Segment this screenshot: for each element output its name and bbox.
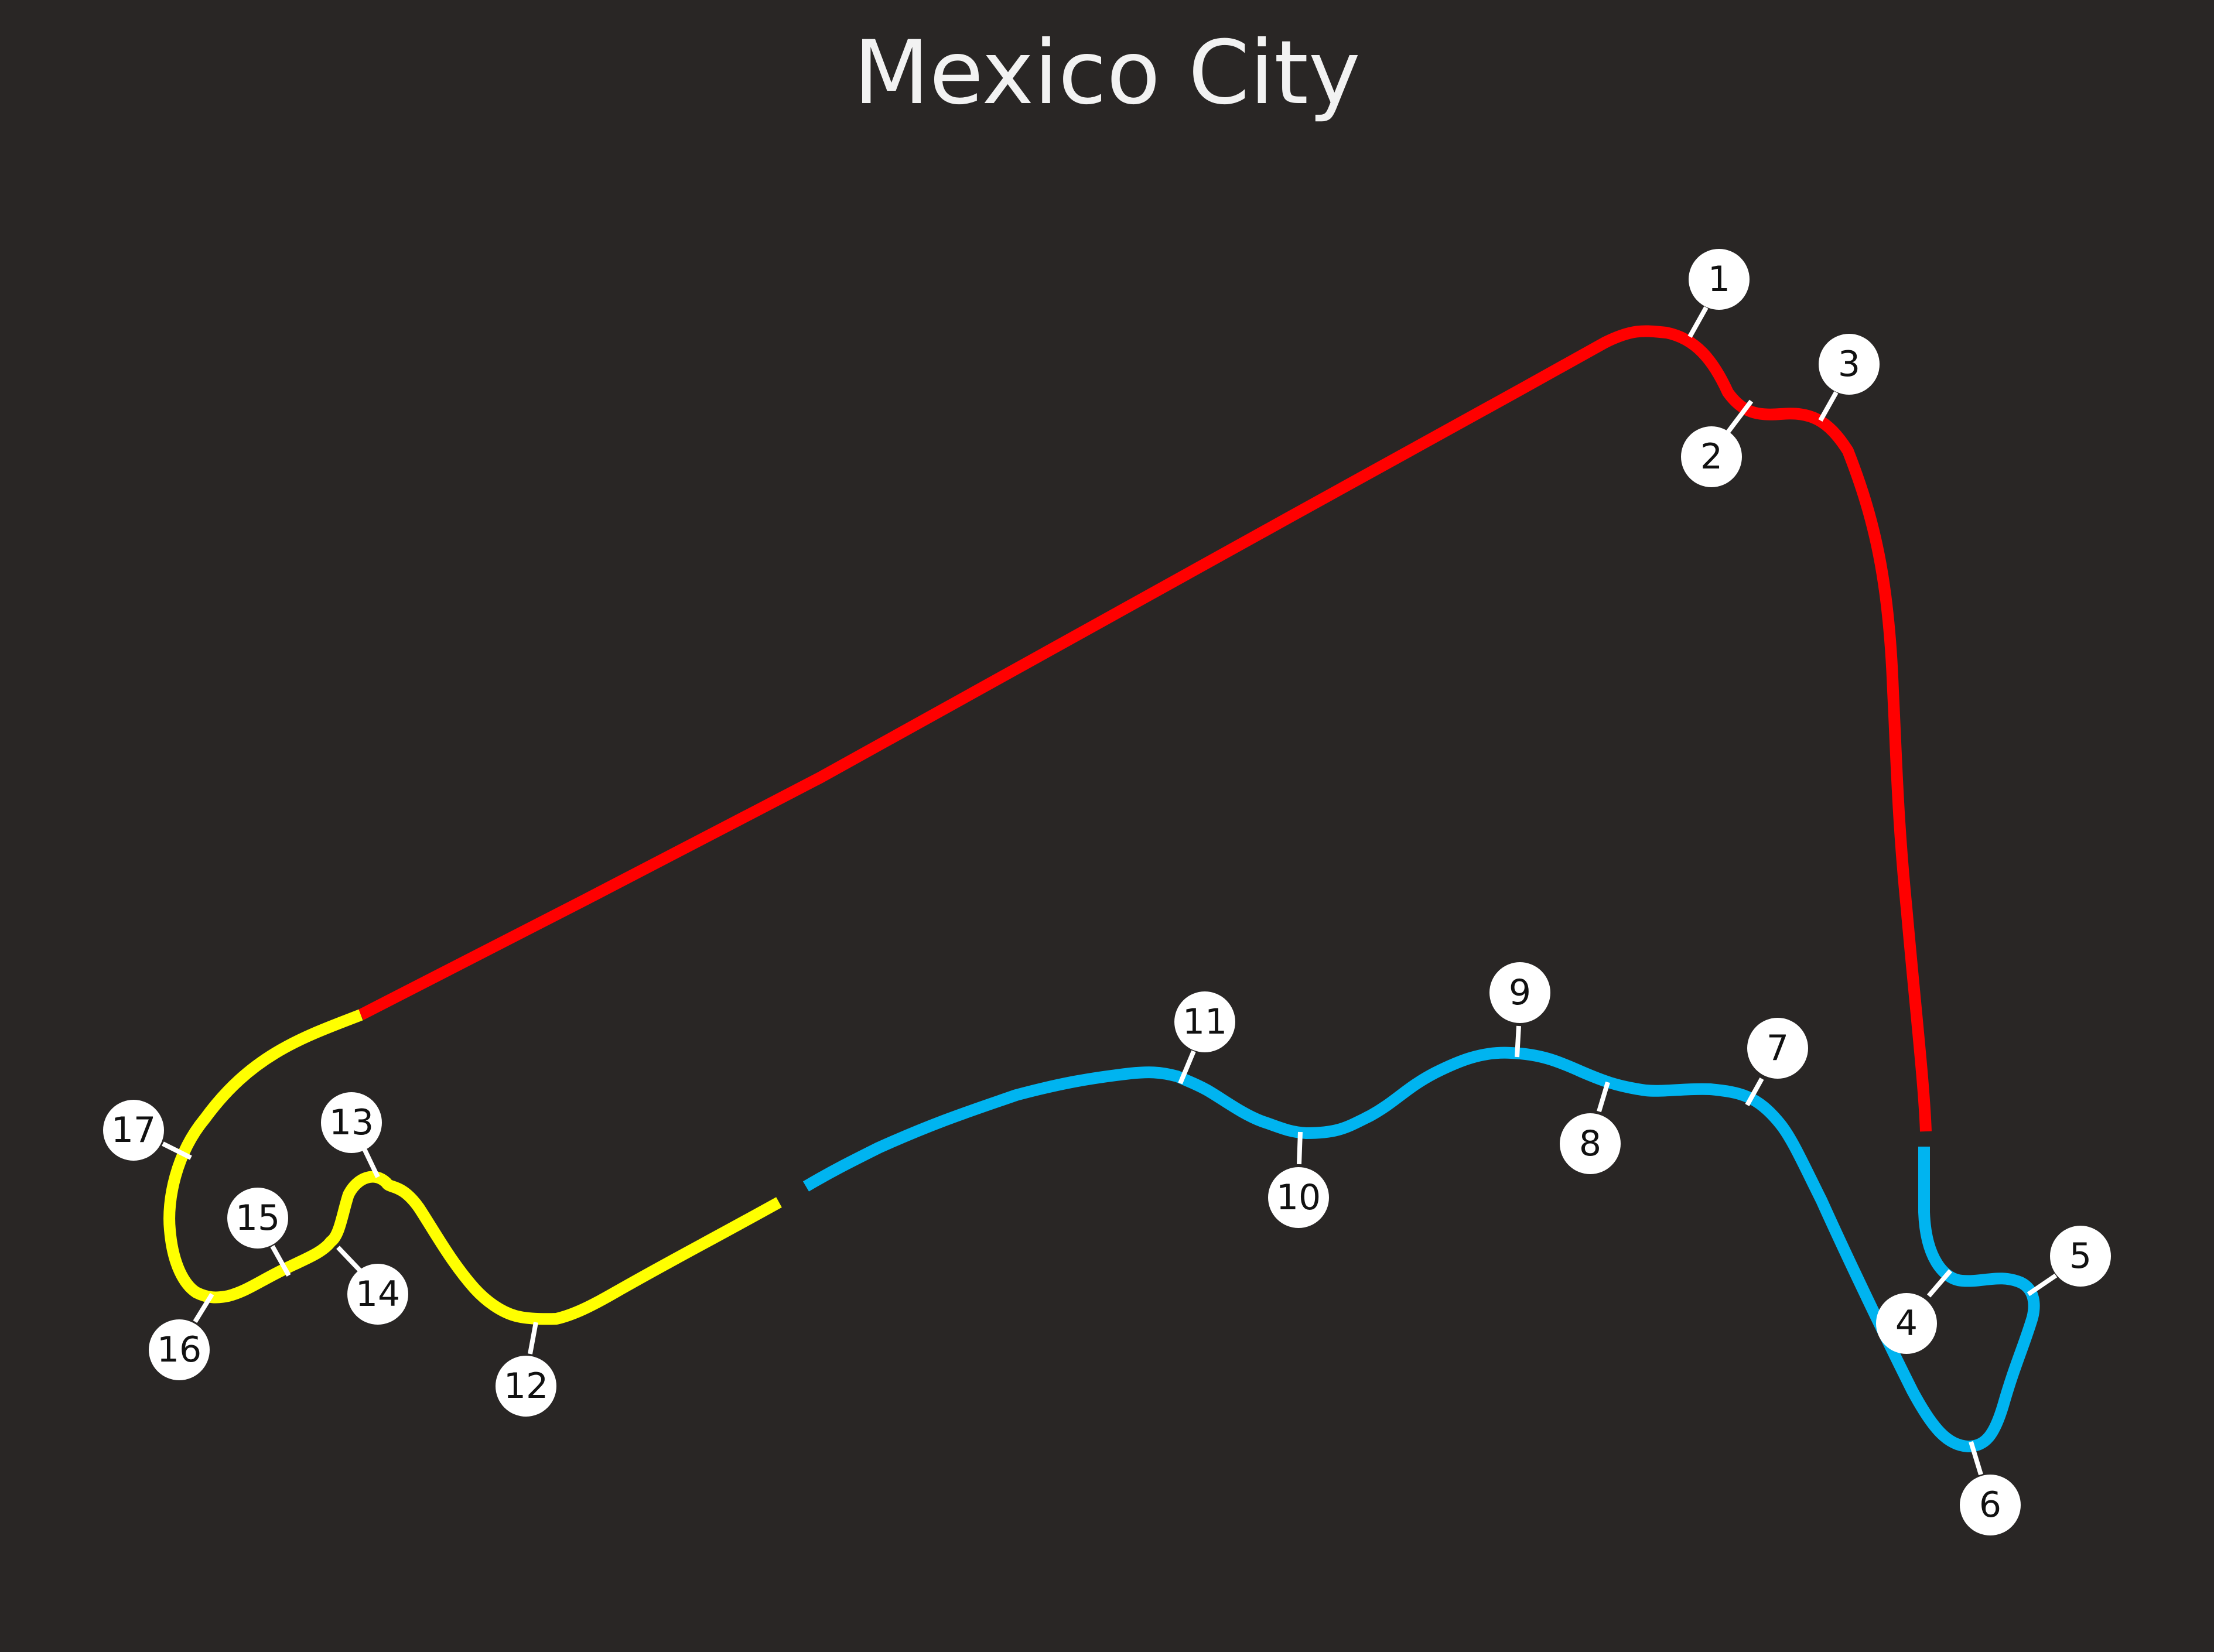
- corner-16-marker: 16: [149, 1319, 210, 1380]
- corner-17-leader: [162, 1141, 192, 1160]
- corner-4-label: 4: [1895, 1303, 1918, 1344]
- corner-5-leader: [2027, 1273, 2058, 1297]
- corner-14-label: 14: [356, 1274, 400, 1315]
- corner-4-marker: 4: [1876, 1293, 1937, 1354]
- corner-15-marker: 15: [227, 1188, 288, 1249]
- corner-10-label: 10: [1276, 1177, 1321, 1218]
- corner-13-label: 13: [329, 1102, 374, 1143]
- corner-7-leader: [1745, 1078, 1764, 1106]
- corner-7-marker: 7: [1747, 1018, 1808, 1079]
- corner-12-leader: [528, 1322, 538, 1355]
- track-sector-3: [163, 1009, 782, 1325]
- track-sector-2: [802, 1046, 2040, 1452]
- corner-8-leader: [1597, 1081, 1610, 1113]
- corner-8-label: 8: [1579, 1123, 1601, 1164]
- corner-12-label: 12: [504, 1366, 548, 1407]
- corner-3-label: 3: [1838, 344, 1860, 385]
- corner-13-marker: 13: [321, 1092, 382, 1153]
- corner-1-leader: [1687, 306, 1709, 338]
- corner-9-marker: 9: [1489, 962, 1550, 1023]
- corner-2-label: 2: [1700, 436, 1723, 477]
- corner-14-marker: 14: [347, 1264, 408, 1325]
- corner-9-label: 9: [1509, 972, 1531, 1013]
- corner-8-marker: 8: [1560, 1113, 1621, 1174]
- corner-11-label: 11: [1183, 1001, 1227, 1042]
- corner-12-marker: 12: [496, 1356, 556, 1417]
- corner-15-leader: [270, 1245, 291, 1277]
- map-title: Mexico City: [853, 22, 1361, 124]
- corner-7-label: 7: [1767, 1028, 1789, 1069]
- corner-2-marker: 2: [1681, 426, 1742, 487]
- corner-3-leader: [1818, 391, 1839, 422]
- corner-9-leader: [1515, 1025, 1521, 1058]
- corner-15-label: 15: [235, 1198, 280, 1239]
- corner-11-leader: [1178, 1050, 1196, 1085]
- corner-10-leader: [1297, 1131, 1303, 1165]
- corner-4-leader: [1926, 1269, 1953, 1298]
- corner-6-marker: 6: [1960, 1475, 2021, 1535]
- corner-11-marker: 11: [1174, 991, 1235, 1052]
- track-sector-1: [358, 325, 1932, 1132]
- corner-17-marker: 17: [103, 1100, 164, 1161]
- corner-16-leader: [193, 1292, 214, 1323]
- corner-13-leader: [362, 1148, 380, 1178]
- corner-6-label: 6: [1979, 1485, 2001, 1526]
- corner-16-label: 16: [157, 1329, 201, 1370]
- corner-1-label: 1: [1708, 259, 1730, 300]
- corner-6-leader: [1969, 1441, 1983, 1476]
- corner-1-marker: 1: [1689, 249, 1750, 310]
- corner-5-label: 5: [2069, 1236, 2092, 1277]
- corner-3-marker: 3: [1819, 334, 1880, 395]
- corner-14-leader: [336, 1246, 363, 1274]
- corner-5-marker: 5: [2050, 1226, 2111, 1287]
- corner-2-leader: [1726, 399, 1754, 434]
- corner-17-label: 17: [111, 1110, 156, 1151]
- corner-10-marker: 10: [1268, 1167, 1329, 1228]
